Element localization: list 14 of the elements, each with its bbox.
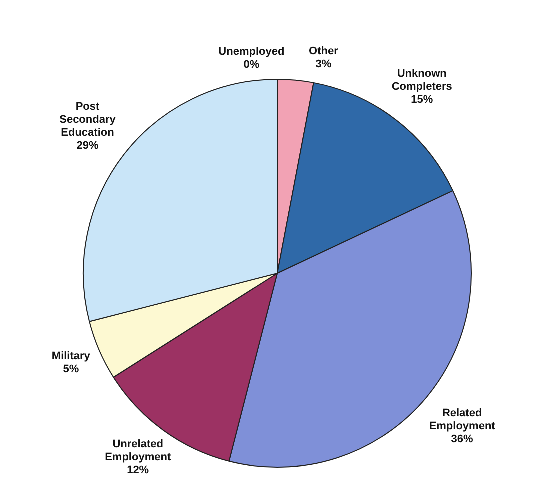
data-label: 12% <box>127 464 150 477</box>
category-label: Unemployed <box>218 46 285 58</box>
text: 0% <box>244 59 260 72</box>
slice-label: Post Secondary Education <box>60 100 117 139</box>
slice-label: Related Employment <box>429 407 496 432</box>
data-label: 15% <box>411 94 434 106</box>
data-label: 29% <box>76 140 99 152</box>
slice-label: Other <box>309 46 340 58</box>
data-label: 5% <box>63 363 80 376</box>
slice-label: Unrelated Employment <box>105 438 172 464</box>
slice-label: Military <box>52 350 92 362</box>
data-label: 36% <box>451 433 474 446</box>
data-label: 3% <box>316 58 332 71</box>
slice-label: Unknown Completers <box>392 68 452 94</box>
